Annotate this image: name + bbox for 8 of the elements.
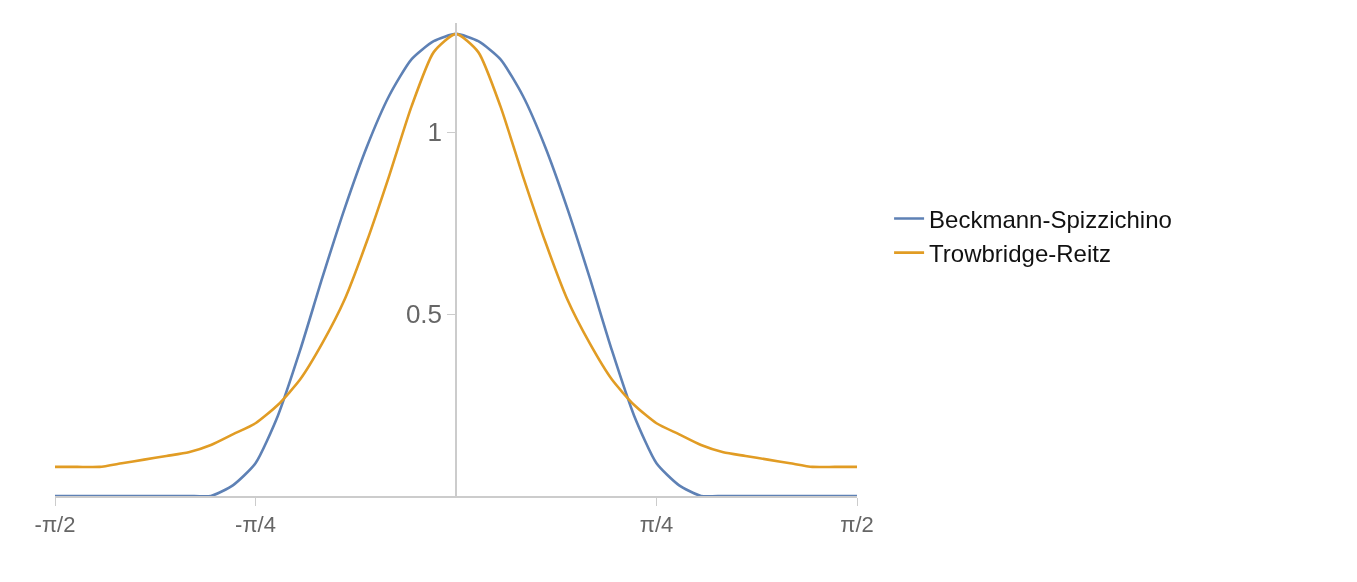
legend-label: Trowbridge-Reitz — [929, 240, 1111, 268]
y-tick-label: 1 — [427, 117, 443, 148]
x-tick-label: π/4 — [639, 512, 674, 538]
x-tick-label: π/2 — [840, 512, 874, 538]
y-tick-label: 0.5 — [405, 299, 443, 330]
x-tick-label: -π/2 — [34, 512, 76, 538]
legend-label: Beckmann-Spizzichino — [929, 205, 1172, 233]
x-tick-label: -π/4 — [235, 512, 276, 538]
